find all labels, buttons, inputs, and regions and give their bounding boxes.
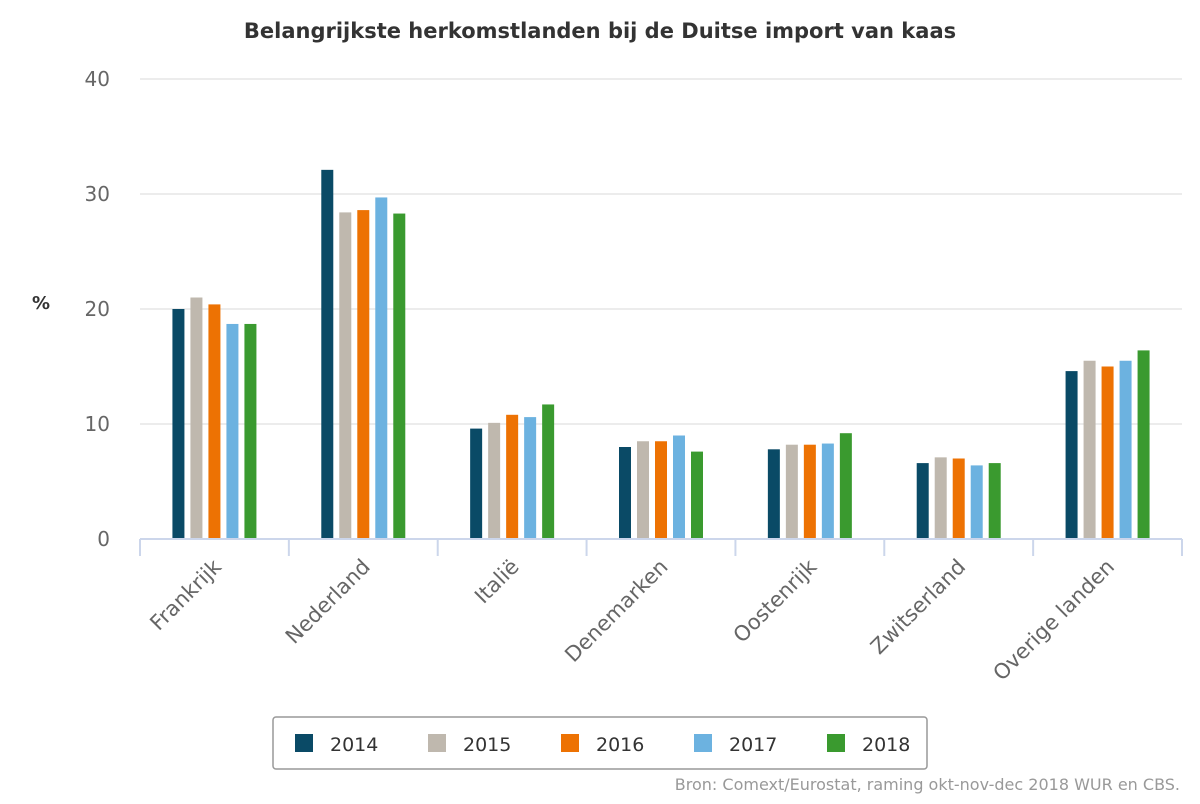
x-tick-label: Overige landen: [988, 555, 1119, 686]
bar-2015: [785, 444, 798, 539]
bar-2015: [637, 441, 649, 539]
x-tick-label: Denemarken: [560, 555, 672, 667]
bar-2014: [916, 463, 929, 539]
legend-swatch-2017: [694, 734, 712, 752]
bar-2016: [952, 458, 965, 539]
bar-2018: [542, 404, 555, 539]
legend-label-2014: 2014: [330, 734, 378, 756]
bar-2015: [488, 422, 501, 539]
bar-2017: [673, 435, 685, 539]
x-tick-label: Nederland: [281, 555, 375, 649]
y-tick-label: 30: [85, 182, 110, 206]
bar-2017: [970, 465, 983, 539]
legend-swatch-2018: [827, 734, 845, 752]
bar-2015: [1083, 360, 1096, 539]
y-axis-label: %: [32, 293, 50, 314]
bar-2015: [934, 457, 947, 539]
chart-title: Belangrijkste herkomstlanden bij de Duit…: [244, 19, 956, 43]
x-tick-label: Italië: [470, 555, 524, 609]
bars: [172, 169, 1150, 540]
bar-2014: [470, 428, 483, 539]
legend: 2014 2015 2016 2017 2018: [272, 716, 928, 770]
x-tick-label: Frankrijk: [145, 554, 226, 635]
bar-2016: [506, 414, 519, 539]
legend-swatch-2014: [295, 734, 313, 752]
bar-2014: [172, 309, 185, 539]
y-axis-ticks: 0 10 20 30 40: [85, 67, 110, 551]
bar-2017: [375, 197, 388, 539]
bar-2016: [357, 210, 370, 539]
bar-2016: [655, 441, 667, 539]
bar-2018: [393, 213, 406, 540]
bar-2014: [619, 447, 631, 539]
y-tick-label: 20: [85, 297, 110, 321]
legend-box: [272, 716, 928, 770]
bar-2018: [839, 433, 852, 539]
legend-label-2016: 2016: [596, 734, 644, 756]
source-note: Bron: Comext/Eurostat, raming okt-nov-de…: [675, 775, 1180, 794]
y-tick-label: 10: [85, 412, 110, 436]
bar-2018: [691, 451, 703, 539]
bar-2017: [226, 323, 239, 539]
bar-2017: [524, 417, 537, 539]
bar-2014: [767, 449, 780, 539]
legend-swatch-2015: [428, 734, 446, 752]
bar-2016: [803, 444, 816, 539]
bar-2015: [339, 212, 352, 539]
bar-2018: [1137, 350, 1150, 539]
gridlines: [140, 78, 1182, 425]
bar-2017: [1119, 360, 1132, 539]
bar-2016: [208, 304, 221, 539]
x-axis: [139, 538, 1183, 556]
bar-2017: [821, 443, 834, 539]
bar-2016: [1101, 366, 1114, 539]
y-tick-label: 40: [85, 67, 110, 91]
legend-label-2018: 2018: [862, 734, 910, 756]
legend-swatch-2016: [561, 734, 579, 752]
legend-label-2017: 2017: [729, 734, 777, 756]
bar-2014: [321, 169, 334, 539]
x-axis-ticks: Frankrijk Nederland Italië Denemarken Oosten…: [145, 554, 1119, 685]
x-tick-label: Oostenrijk: [729, 554, 822, 647]
y-tick-label: 0: [97, 527, 110, 551]
bar-2015: [190, 297, 203, 539]
bar-2014: [1065, 371, 1078, 539]
x-tick-label: Zwitserland: [866, 555, 970, 659]
bar-2018: [988, 463, 1001, 539]
bar-2018: [244, 323, 257, 539]
legend-label-2015: 2015: [463, 734, 511, 756]
